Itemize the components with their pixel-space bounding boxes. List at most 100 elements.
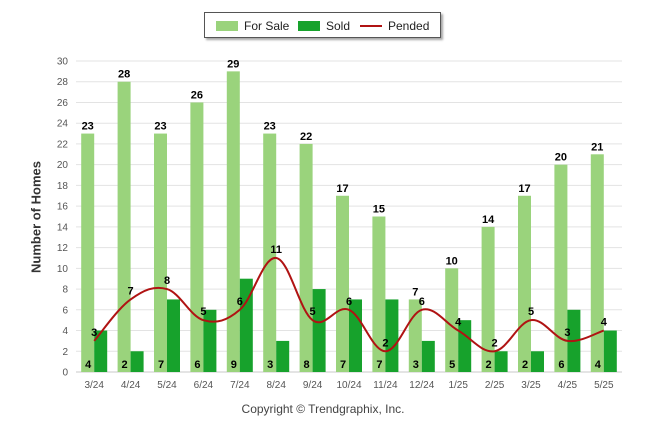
data-label-sold: 9: [231, 359, 237, 371]
data-label-sold: 6: [194, 359, 200, 371]
data-label-for-sale: 14: [482, 214, 495, 226]
y-tick-label: 8: [62, 285, 68, 296]
x-tick-label: 7/24: [230, 380, 250, 391]
x-tick-label: 10/24: [336, 380, 361, 391]
bar-for-sale[interactable]: [336, 195, 349, 372]
y-tick-label: 30: [57, 57, 69, 68]
bar-for-sale[interactable]: [481, 226, 495, 372]
data-label-for-sale: 20: [555, 152, 567, 164]
data-label-pended: 5: [528, 306, 534, 318]
x-tick-label: 9/24: [303, 380, 323, 391]
data-label-for-sale: 29: [227, 58, 239, 70]
data-label-sold: 8: [304, 359, 310, 371]
bar-for-sale[interactable]: [81, 133, 95, 372]
x-tick-label: 8/24: [266, 380, 286, 391]
data-label-sold: 5: [449, 359, 455, 371]
data-label-pended: 5: [310, 306, 316, 318]
legend-swatch-sold: [298, 21, 320, 31]
y-tick-label: 24: [57, 119, 69, 130]
data-label-sold: 3: [413, 359, 419, 371]
x-tick-label: 6/24: [194, 380, 214, 391]
bars: [81, 71, 617, 372]
bar-sold[interactable]: [312, 289, 326, 372]
data-label-sold: 7: [340, 359, 346, 371]
bar-sold[interactable]: [603, 330, 617, 372]
bar-sold[interactable]: [385, 299, 399, 372]
data-label-sold: 4: [595, 359, 602, 371]
x-tick-label: 2/25: [485, 380, 505, 391]
y-tick-label: 22: [57, 139, 69, 150]
y-tick-label: 0: [62, 368, 68, 379]
x-tick-label: 4/24: [121, 380, 141, 391]
data-label-sold: 6: [558, 359, 564, 371]
bar-for-sale[interactable]: [190, 102, 204, 372]
bar-sold[interactable]: [531, 351, 544, 372]
data-label-for-sale: 26: [191, 89, 203, 101]
bar-for-sale[interactable]: [154, 133, 167, 372]
data-label-pended: 8: [164, 275, 170, 287]
bar-for-sale[interactable]: [445, 268, 459, 372]
data-label-for-sale: 23: [82, 121, 94, 133]
x-tick-label: 3/24: [84, 380, 104, 391]
data-labels: 2342822372662992332281771577310514217220…: [82, 58, 608, 371]
bar-sold[interactable]: [130, 351, 144, 372]
data-label-for-sale: 28: [118, 69, 130, 81]
bar-sold[interactable]: [421, 340, 435, 372]
legend-item-for-sale[interactable]: For Sale: [216, 19, 289, 33]
data-label-pended: 6: [237, 296, 243, 308]
y-tick-label: 4: [62, 326, 68, 337]
y-tick-label: 6: [62, 305, 68, 316]
x-tick-labels: 3/24 4/24 5/24 6/24 7/24 8/24 9/24 10/24 11/24 12…: [84, 380, 614, 391]
data-label-sold: 7: [376, 359, 382, 371]
bar-for-sale[interactable]: [554, 164, 568, 372]
data-label-pended: 11: [270, 244, 282, 256]
data-label-pended: 5: [200, 306, 206, 318]
x-tick-label: 5/24: [157, 380, 177, 391]
bar-sold[interactable]: [203, 309, 217, 372]
pended-line-path: [93, 256, 605, 353]
data-label-for-sale: 23: [264, 121, 276, 133]
bar-for-sale[interactable]: [372, 216, 386, 373]
legend: For Sale Sold Pended: [204, 12, 441, 38]
data-label-sold: 7: [158, 359, 164, 371]
bar-for-sale[interactable]: [299, 143, 313, 372]
x-tick-label: 11/24: [373, 380, 398, 391]
data-label-sold: 3: [267, 359, 273, 371]
data-label-pended: 6: [419, 296, 425, 308]
bar-for-sale[interactable]: [117, 81, 131, 372]
data-label-pended: 3: [91, 327, 97, 339]
bar-sold[interactable]: [494, 351, 508, 372]
bar-for-sale[interactable]: [518, 195, 531, 372]
bar-sold[interactable]: [239, 278, 253, 372]
y-tick-label: 10: [57, 264, 69, 275]
y-axis-label: Number of Homes: [28, 161, 44, 273]
y-tick-label: 20: [57, 160, 69, 171]
legend-label-sold: Sold: [326, 19, 351, 33]
bar-for-sale[interactable]: [226, 71, 240, 372]
x-tick-label: 1/25: [448, 380, 468, 391]
bar-sold[interactable]: [167, 299, 180, 372]
legend-item-sold[interactable]: Sold: [298, 19, 350, 33]
bar-for-sale[interactable]: [263, 133, 277, 372]
x-tick-label: 5/25: [594, 380, 614, 391]
y-tick-label: 26: [57, 98, 69, 109]
data-label-for-sale: 10: [446, 255, 458, 267]
data-label-for-sale: 23: [154, 121, 166, 133]
data-label-for-sale: 17: [336, 183, 348, 195]
x-tick-label: 4/25: [558, 380, 578, 391]
pended-line: [93, 256, 605, 353]
data-label-for-sale: 15: [373, 204, 385, 216]
data-label-pended: 3: [564, 327, 570, 339]
legend-label-pended: Pended: [388, 19, 430, 33]
data-label-for-sale: 22: [300, 131, 312, 143]
legend-item-pended[interactable]: Pended: [360, 19, 429, 33]
y-tick-label: 18: [57, 181, 69, 192]
x-tick-label: 3/25: [521, 380, 541, 391]
bar-sold[interactable]: [276, 340, 290, 372]
legend-label-for-sale: For Sale: [244, 19, 290, 33]
bar-sold[interactable]: [94, 330, 108, 372]
bar-for-sale[interactable]: [590, 154, 604, 372]
y-tick-label: 16: [57, 202, 69, 213]
